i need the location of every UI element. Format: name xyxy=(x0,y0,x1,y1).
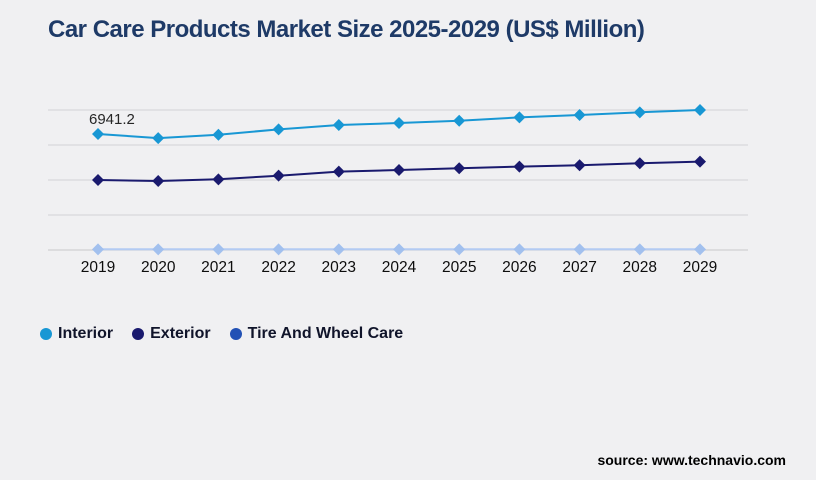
svg-text:2020: 2020 xyxy=(141,259,176,276)
svg-text:2023: 2023 xyxy=(322,259,356,276)
svg-text:2027: 2027 xyxy=(562,259,596,276)
line-chart: 2019 2020 2021 2022 2023 2024 2025 2026 2027 2028… xyxy=(48,104,748,276)
legend-label-exterior: Exterior xyxy=(150,325,211,342)
chart-title: Car Care Products Market Size 2025-2029 … xyxy=(48,16,645,43)
svg-text:2025: 2025 xyxy=(442,259,476,276)
svg-text:2021: 2021 xyxy=(201,259,235,276)
svg-text:2022: 2022 xyxy=(261,259,295,276)
legend-item-tire-and-wheel-care: Tire And Wheel Care xyxy=(229,325,404,342)
chart-legend: Interior Exterior Tire And Wheel Care xyxy=(40,326,403,342)
exterior-series-dot-icon xyxy=(132,328,145,340)
interior-series-dot-icon xyxy=(40,328,52,340)
svg-text:2019: 2019 xyxy=(81,259,115,276)
legend-label-tire-and-wheel-care: Tire And Wheel Care xyxy=(247,325,404,342)
svg-text:6941.2: 6941.2 xyxy=(89,111,135,128)
source-credit: source: www.technavio.com xyxy=(597,452,786,468)
legend-item-interior: Interior xyxy=(40,326,113,342)
svg-text:2024: 2024 xyxy=(382,259,417,276)
tire-and-wheel-care-series-dot-icon xyxy=(229,328,242,340)
svg-text:2026: 2026 xyxy=(502,259,536,276)
legend-item-exterior: Exterior xyxy=(132,325,211,342)
svg-text:2029: 2029 xyxy=(683,259,717,276)
svg-text:2028: 2028 xyxy=(623,259,657,276)
legend-label-interior: Interior xyxy=(58,325,114,342)
